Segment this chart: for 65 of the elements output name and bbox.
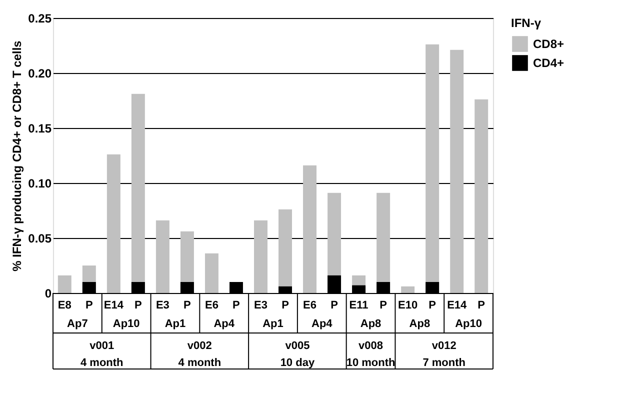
y-tick-label: 0.10 [28, 176, 52, 190]
bar [450, 50, 464, 293]
legend-label: CD8+ [533, 37, 564, 51]
x-tick-label: P [85, 300, 93, 312]
y-tick-label: 0.05 [28, 232, 52, 246]
bar [278, 286, 292, 293]
x-tick-label: E3 [156, 300, 170, 312]
text: Ap10 [455, 318, 482, 330]
text: 4 month [80, 357, 124, 369]
x-tick-label: E14 [104, 300, 124, 312]
x-tick-label: E8 [58, 300, 72, 312]
text: Ap1 [164, 318, 186, 330]
text: Ap7 [67, 318, 88, 330]
bar [352, 285, 366, 293]
bar [156, 220, 170, 293]
bar [474, 99, 488, 293]
bar [254, 220, 268, 293]
y-axis-title: % IFN-γ producing CD4+ or CD8+ T cells [10, 40, 24, 272]
x-tick-label: P [330, 300, 338, 312]
text: Ap10 [112, 318, 140, 330]
text: Ap8 [409, 318, 430, 330]
bar [106, 154, 120, 293]
x-tick-label: P [380, 300, 387, 312]
text: v008 [358, 340, 384, 352]
legend-label: CD4+ [533, 56, 564, 70]
text: Ap4 [214, 318, 236, 330]
text: Ap1 [262, 318, 284, 330]
bar [180, 282, 194, 293]
text: v012 [432, 340, 456, 352]
y-tick-label: 0.25 [28, 12, 52, 26]
x-tick-label: P [232, 300, 240, 312]
x-tick-label: E6 [303, 300, 317, 312]
y-tick-label: 0 [44, 286, 52, 300]
y-tick-label: 0.20 [28, 66, 52, 80]
x-tick-label: E10 [398, 300, 418, 312]
bar [401, 286, 415, 293]
x-tick-label: P [478, 300, 486, 312]
x-tick-label: E14 [447, 300, 468, 312]
text: 10 month [346, 357, 396, 369]
x-tick-label: P [428, 300, 436, 312]
legend-title: IFN-γ [511, 16, 542, 30]
x-tick-label: E11 [349, 300, 368, 312]
bar [204, 253, 218, 293]
bar [328, 275, 342, 293]
bar [131, 282, 145, 293]
bar [376, 282, 390, 293]
y-tick-label: 0.15 [28, 122, 52, 136]
bar [58, 275, 72, 293]
x-tick-label: P [134, 300, 142, 312]
x-tick-label: E3 [254, 300, 268, 312]
text: v001 [90, 340, 114, 352]
text: v005 [285, 340, 310, 352]
text: Ap8 [360, 318, 382, 330]
bar [426, 282, 440, 293]
text: 7 month [422, 357, 466, 369]
bar [229, 282, 243, 293]
text: 10 day [280, 357, 316, 369]
bar [82, 282, 96, 293]
x-tick-label: P [282, 300, 289, 312]
x-tick-label: E6 [204, 300, 218, 312]
text: v002 [187, 340, 212, 352]
text: 4 month [178, 357, 222, 369]
bar [303, 165, 317, 293]
text: Ap4 [312, 318, 334, 330]
x-tick-label: P [184, 300, 191, 312]
